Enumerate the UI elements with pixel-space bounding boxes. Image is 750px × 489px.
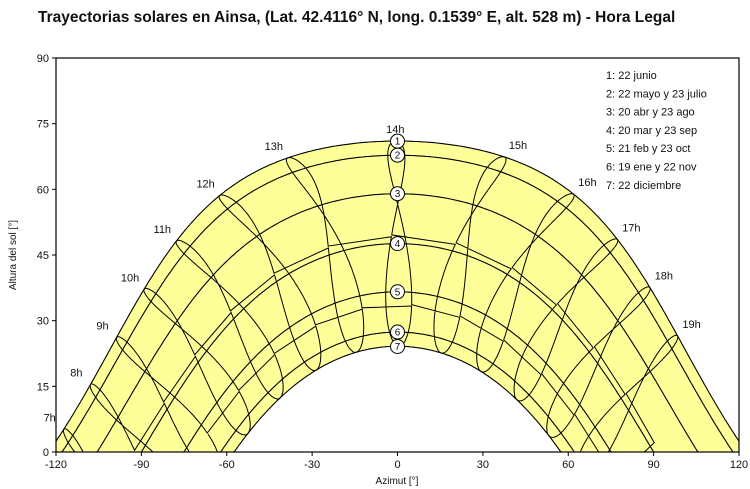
path-marker-label: 7 [395, 342, 401, 353]
hour-label: 18h [655, 271, 673, 283]
x-tick-label: -60 [219, 459, 235, 471]
y-tick-label: 45 [37, 250, 49, 262]
y-tick-label: 90 [37, 53, 49, 65]
path-marker-5 [390, 284, 405, 300]
chart-title: Trayectorias solares en Ainsa, (Lat. 42.… [38, 9, 676, 26]
x-tick-label: 0 [394, 459, 400, 471]
hour-line-10h [143, 287, 284, 400]
hour-label: 7h [44, 412, 56, 424]
x-tick-label: -90 [133, 459, 149, 471]
y-axis-title: Altura del sol [°] [8, 220, 19, 290]
hour-line-15h [455, 156, 512, 373]
path-marker-label: 4 [395, 239, 401, 250]
hour-label: 10h [121, 272, 139, 284]
hour-label: 16h [578, 177, 596, 189]
x-tick-label: 90 [648, 459, 660, 471]
hour-label: 19h [682, 319, 700, 331]
path-marker-label: 2 [395, 151, 401, 162]
path-marker-7 [390, 338, 405, 354]
hour-label: 11h [154, 224, 172, 236]
hour-line-9h [115, 336, 251, 436]
legend-entry: 1: 22 junio [606, 70, 657, 82]
legend-entry: 6: 19 ene y 22 nov [606, 162, 697, 174]
hour-line-12h [218, 194, 365, 353]
path-marker-3 [390, 186, 405, 202]
x-tick-label: 120 [730, 459, 748, 471]
legend-entry: 4: 20 mar y 23 sep [606, 125, 697, 137]
hour-label: 14h [386, 124, 404, 136]
hour-line-19h [607, 334, 679, 452]
hour-line-11h [175, 239, 322, 372]
hour-label: 15h [509, 140, 527, 152]
path-marker-label: 1 [395, 137, 401, 148]
y-tick-label: 60 [37, 184, 49, 196]
hour-line-17h [541, 238, 619, 438]
x-tick-label: 30 [477, 459, 489, 471]
x-tick-label: -120 [45, 459, 67, 471]
legend-entry: 3: 20 abr y 23 ago [606, 107, 695, 119]
legend-entry: 2: 22 mayo y 23 julio [606, 88, 707, 100]
path-marker-label: 3 [395, 189, 401, 200]
hour-line-8h [89, 383, 219, 452]
x-tick-label: 60 [562, 459, 574, 471]
hour-label: 12h [196, 179, 214, 191]
legend-entry: 7: 22 diciembre [606, 180, 681, 192]
hour-line-18h [574, 286, 651, 452]
hour-label: 13h [265, 141, 283, 153]
hour-line-16h [503, 193, 575, 402]
path-marker-label: 5 [395, 287, 401, 298]
hour-label: 17h [622, 222, 640, 234]
y-tick-label: 0 [43, 447, 49, 459]
x-axis-title: Azimut [°] [376, 476, 419, 487]
y-tick-label: 75 [37, 119, 49, 131]
path-marker-label: 6 [395, 328, 401, 339]
legend-entry: 5: 21 feb y 23 oct [606, 143, 690, 155]
hour-label: 8h [70, 368, 82, 380]
x-tick-label: -30 [304, 459, 320, 471]
y-tick-label: 15 [37, 381, 49, 393]
y-tick-label: 30 [37, 316, 49, 328]
path-marker-2 [390, 147, 405, 163]
hour-line-7h [63, 428, 136, 452]
hour-label: 9h [96, 321, 108, 333]
path-marker-4 [390, 236, 405, 252]
hour-line-13h [285, 157, 413, 347]
